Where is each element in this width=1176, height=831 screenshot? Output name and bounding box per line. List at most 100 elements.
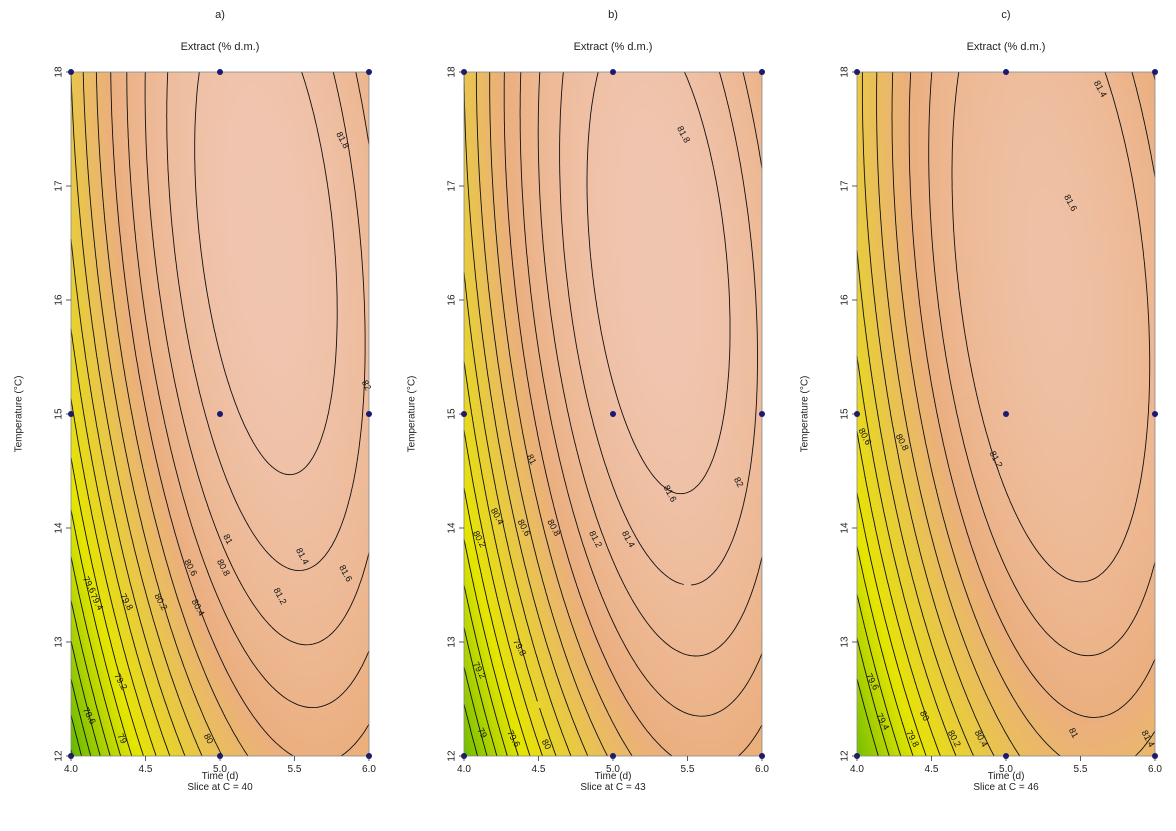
slice-label: Slice at C = 43 — [580, 782, 646, 793]
contour-label: 79 — [115, 732, 129, 746]
contour-line — [70, 398, 157, 757]
panel-label: a) — [215, 9, 225, 21]
contour-line — [70, 328, 171, 757]
contour-label: 81 — [525, 453, 539, 467]
contour-line — [463, 361, 557, 757]
x-axis-title: Time (d) — [988, 771, 1025, 782]
x-tick-label: 4.5 — [925, 764, 939, 775]
contour-line — [856, 678, 879, 757]
contour-line — [928, 71, 1156, 657]
design-point — [610, 411, 616, 417]
contour-line — [70, 509, 133, 757]
contour-line — [519, 71, 763, 717]
panel-label: b) — [608, 9, 618, 21]
contour-label: 82 — [360, 378, 374, 392]
y-axis-title: Temperature (°C) — [14, 376, 25, 453]
contour-line — [586, 71, 731, 495]
x-tick-label: 4.0 — [850, 764, 864, 775]
contour-line — [503, 71, 763, 757]
y-tick-label: 15 — [54, 408, 65, 420]
design-point — [759, 411, 765, 417]
design-point — [217, 69, 223, 75]
contour-line — [856, 594, 902, 757]
y-tick-label: 14 — [447, 522, 458, 534]
contour-line — [70, 556, 122, 757]
contour-line — [70, 714, 82, 757]
contour-line — [110, 71, 370, 757]
contour-line — [70, 71, 203, 757]
contour-line — [463, 703, 478, 757]
y-tick-label: 17 — [447, 180, 458, 192]
contour-line — [475, 72, 608, 757]
design-point — [1152, 69, 1158, 75]
x-tick-label: 4.5 — [532, 764, 546, 775]
contour-line — [463, 429, 543, 757]
y-axis-title: Temperature (°C) — [407, 376, 418, 453]
contour-line — [951, 71, 1151, 583]
contour-line — [126, 72, 370, 709]
y-axis-title: Temperature (°C) — [800, 376, 811, 453]
contour-line — [70, 238, 186, 757]
contour-line — [856, 492, 927, 757]
design-point — [1003, 69, 1009, 75]
contour-line — [891, 71, 1156, 757]
contour-label: 80 — [540, 738, 554, 752]
design-point — [366, 411, 372, 417]
y-tick-label: 17 — [54, 180, 65, 192]
y-tick-label: 14 — [54, 522, 65, 534]
contour-line — [856, 546, 914, 757]
contour-label: 81 — [1067, 726, 1081, 740]
x-tick-label: 6.0 — [362, 764, 376, 775]
contour-line — [166, 71, 366, 572]
contour-line — [463, 584, 508, 757]
y-tick-label: 13 — [447, 636, 458, 648]
y-tick-label: 18 — [840, 66, 851, 78]
y-tick-label: 16 — [54, 294, 65, 306]
contour-line — [70, 457, 144, 757]
contour-line — [463, 627, 498, 757]
contour-line — [95, 72, 249, 757]
slice-label: Slice at C = 46 — [973, 782, 1039, 793]
contour-line — [876, 72, 1021, 757]
contour-label: 82 — [732, 475, 746, 489]
x-tick-label: 4.0 — [457, 764, 471, 775]
x-tick-label: 6.0 — [1148, 764, 1162, 775]
contour-line — [559, 71, 758, 586]
y-tick-label: 16 — [447, 294, 458, 306]
contour-line — [856, 431, 941, 757]
x-axis-title: Time (d) — [595, 771, 632, 782]
contour-line — [856, 250, 974, 757]
y-tick-label: 13 — [840, 636, 851, 648]
contour-line — [856, 637, 890, 757]
contour-line — [463, 538, 519, 757]
contour-line — [856, 356, 957, 757]
x-tick-label: 4.5 — [139, 764, 153, 775]
x-tick-label: 5.0 — [213, 764, 227, 775]
contour-line — [144, 71, 370, 646]
design-point — [610, 69, 616, 75]
panel-title: Extract (% d.m.) — [574, 41, 653, 53]
design-point — [366, 69, 372, 75]
contour-line — [463, 72, 589, 757]
design-point — [1003, 411, 1009, 417]
contour-line — [908, 71, 1156, 718]
contour-line — [463, 666, 488, 757]
x-tick-label: 5.5 — [681, 764, 695, 775]
y-tick-label: 15 — [447, 408, 458, 420]
y-tick-label: 15 — [840, 408, 851, 420]
contour-label: 80 — [202, 732, 216, 746]
panel-title: Extract (% d.m.) — [967, 41, 1046, 53]
y-tick-label: 14 — [840, 522, 851, 534]
y-tick-label: 18 — [54, 66, 65, 78]
y-tick-label: 12 — [447, 750, 458, 762]
x-axis-title: Time (d) — [202, 771, 239, 782]
panel-title: Extract (% d.m.) — [181, 41, 260, 53]
contour-label: 81 — [221, 532, 235, 546]
x-tick-label: 6.0 — [755, 764, 769, 775]
x-tick-label: 5.5 — [1074, 764, 1088, 775]
y-tick-label: 12 — [54, 750, 65, 762]
